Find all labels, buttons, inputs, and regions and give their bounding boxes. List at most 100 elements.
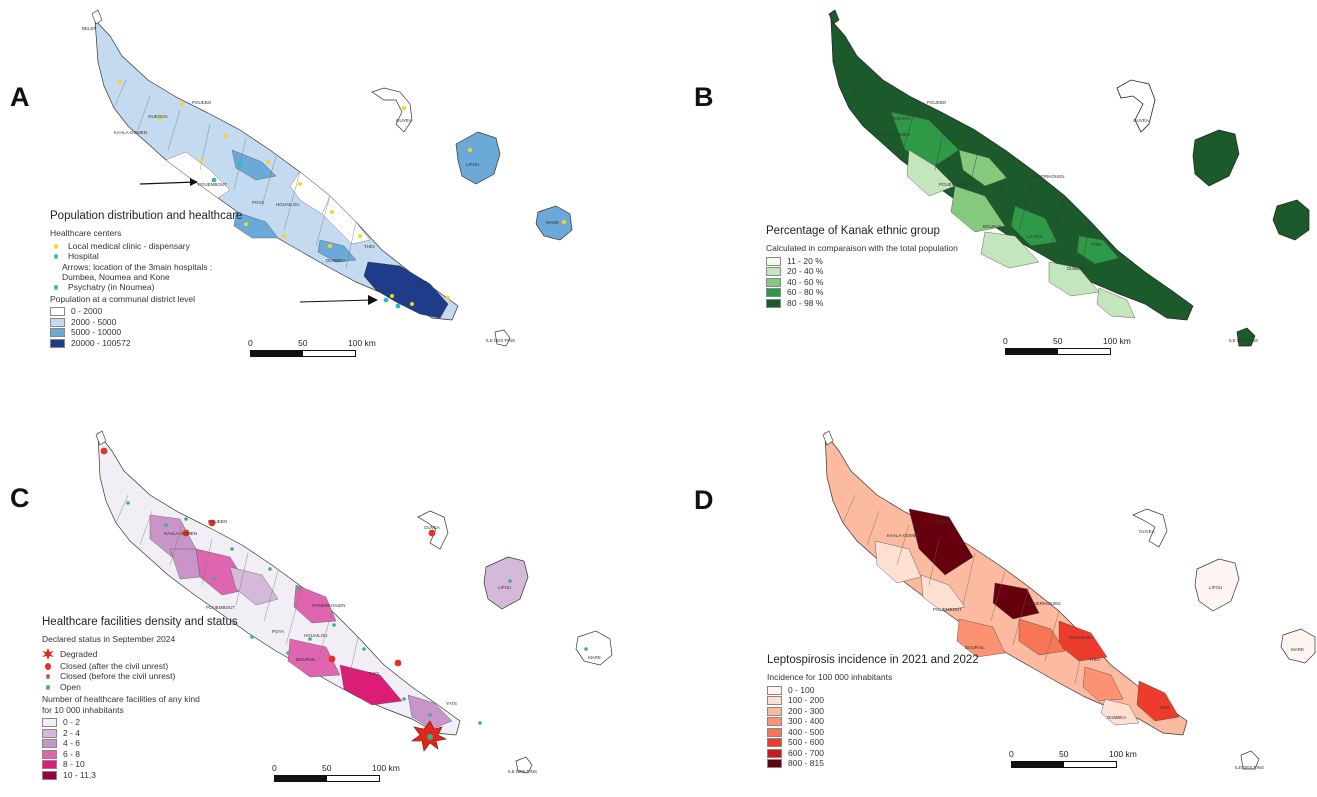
scale-label-start: 0	[248, 338, 253, 348]
legend-item: Psychatry (in Noumea)	[50, 282, 242, 293]
arrow-note: Arrows: location of the 3main hospitals …	[62, 262, 213, 272]
legend-label: 40 - 60 %	[787, 276, 824, 287]
scale-label-end: 100 km	[348, 338, 376, 348]
legend-item: 40 - 60 %	[766, 277, 958, 288]
legend-item: 10 - 11,3	[42, 770, 238, 781]
swatch	[766, 277, 781, 287]
place-label-ouegoa: OUEGOA	[148, 114, 168, 119]
panel-c: C	[0, 399, 658, 797]
isle-of-pines	[515, 756, 533, 774]
legend-label: Closed (before the civil unrest)	[60, 671, 176, 682]
legend-label: 20000 - 100572	[71, 337, 131, 348]
place-label-houailou: HOUAILOU	[304, 633, 328, 638]
scale-label-start: 0	[1003, 336, 1008, 346]
place-label-mare: MARE	[546, 220, 559, 225]
place-label-pouebo: POUEBO	[927, 100, 947, 105]
legend-title: Leptospirosis incidence in 2021 and 2022	[767, 654, 979, 666]
legend-label: 4 - 6	[63, 738, 81, 749]
legend-item: 20 - 40 %	[766, 266, 958, 278]
swatch	[42, 749, 57, 759]
legend-d: Leptospirosis incidence in 2021 and 2022…	[767, 654, 979, 769]
swatch	[767, 706, 782, 716]
legend-label: 60 - 80 %	[787, 287, 824, 298]
legend-item: 80 - 98 %	[766, 298, 958, 309]
legend-label: 10 - 11,3	[63, 769, 96, 780]
ouvea-island	[371, 87, 413, 133]
place-label-bourail: BOURAIL	[296, 657, 316, 662]
swatch	[767, 748, 782, 758]
legend-label: 20 - 40 %	[787, 266, 824, 277]
place-label-dumbea: DUMBEA	[1107, 715, 1126, 720]
place-label-ile-des-pins: ILE DES PINS	[508, 769, 537, 774]
scale-label-end: 100 km	[1109, 749, 1137, 759]
place-label-yate: YATE	[1159, 705, 1170, 710]
scale-label-mid: 50	[1053, 336, 1063, 346]
scale-label-mid: 50	[322, 763, 332, 773]
belep-island	[828, 9, 840, 25]
panel-letter: D	[694, 485, 714, 515]
legend-subtitle-2: for 10 000 inhabitants	[42, 704, 124, 715]
place-label-houailou: HOUAILOU	[276, 202, 300, 207]
place-label-mare: MARE	[1291, 647, 1304, 652]
swatch	[767, 717, 782, 727]
legend-item: Closed (before the civil unrest)	[42, 671, 238, 683]
place-label-ouvea: OUVEA	[1133, 118, 1149, 123]
legend-label: 500 - 600	[788, 737, 824, 748]
grande-terre	[94, 19, 459, 321]
place-label-kaala-gomen: KAALA-GOMEN	[114, 130, 147, 135]
swatch	[767, 685, 782, 695]
place-label-dumbea: DUMBEA	[1067, 266, 1086, 271]
place-label-ouvea: OUVEA	[396, 118, 412, 123]
place-label-pouembout: POUEMBOUT	[198, 182, 227, 187]
legend-item: 500 - 600	[767, 737, 979, 749]
place-label-kaala-gomen: KAALA-GOMEN	[887, 533, 920, 538]
belep-island	[95, 430, 107, 446]
legend-item: 0 - 2	[42, 717, 238, 729]
place-label-thio: THIO	[1089, 657, 1100, 662]
legend-c: Healthcare facilities density and status…	[42, 616, 238, 781]
place-label-ile-des-pins: ILE DES PINS	[486, 338, 515, 343]
swatch	[766, 267, 781, 277]
legend-subtitle: Calculated in comparaison with the total…	[766, 243, 958, 253]
place-label-lifou: LIFOU	[1209, 585, 1222, 590]
legend-item: 5000 - 10000	[50, 327, 242, 339]
legend-label: 6 - 8	[63, 748, 81, 759]
scale-bar: 0 50 100 km	[272, 763, 400, 785]
legend-label: Degraded	[60, 648, 98, 659]
swatch	[766, 288, 781, 298]
legend-title: Healthcare facilities density and status	[42, 616, 238, 628]
legend-label: 2 - 4	[63, 727, 81, 738]
place-label-ponerihouen: PONERIHOUEN	[1027, 601, 1061, 606]
scale-bar: 0 50 100 km	[1003, 336, 1131, 358]
place-label-pouembout: POUEMBOUT	[939, 182, 968, 187]
legend-label: 600 - 700	[788, 747, 824, 758]
legend-label: 0 - 100	[788, 684, 815, 695]
scale-bar: 0 50 100 km	[1009, 749, 1137, 771]
lifou-island	[455, 131, 501, 185]
place-label-kaala-gomen: KAALA-GOMEN	[877, 132, 910, 137]
cyan-dot-icon	[54, 254, 58, 260]
place-label-ouvea: OUVEA	[1139, 529, 1155, 534]
place-label-mare: MARE	[588, 655, 601, 660]
place-label-ouvea: OUVEA	[424, 525, 440, 530]
isle-of-pines	[1236, 327, 1256, 347]
scale-label-start: 0	[1009, 749, 1014, 759]
legend-item: Hospital	[50, 251, 242, 263]
legend-subtitle: Number of healthcare facilities of any k…	[42, 693, 200, 704]
small-dot-icon	[46, 684, 50, 690]
scale-bar: 0 50 100 km	[248, 338, 376, 360]
panel-letter: C	[10, 483, 30, 513]
legend-item: 600 - 700	[767, 748, 979, 759]
belep-island	[91, 9, 103, 25]
legend-label: Open	[60, 681, 81, 692]
legend-title: Population distribution and healthcare	[50, 210, 243, 222]
ouvea-island	[417, 510, 449, 550]
swatch	[767, 738, 782, 748]
isle-of-pines	[494, 329, 511, 347]
scale-label-end: 100 km	[1103, 336, 1131, 346]
place-label-pouembout: POUEMBOUT	[206, 605, 235, 610]
lifou-island	[1192, 129, 1240, 187]
legend-label: 200 - 300	[788, 705, 824, 716]
swatch	[42, 770, 57, 780]
swatch	[767, 759, 782, 769]
